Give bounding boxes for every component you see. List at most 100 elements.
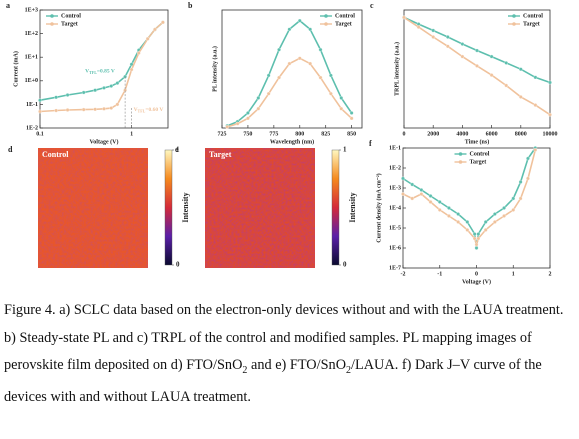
x-tick-label: 2 — [549, 271, 552, 277]
data-point — [548, 112, 552, 117]
data-point — [145, 36, 150, 41]
data-point — [308, 61, 312, 66]
x-tick-label: 800 — [295, 131, 304, 137]
data-point — [518, 180, 523, 184]
colorbar-label: Intensity — [181, 192, 190, 222]
panel-label: c — [370, 1, 374, 10]
data-point — [475, 64, 479, 68]
data-point — [476, 232, 481, 236]
data-point — [287, 27, 292, 32]
data-point — [483, 228, 488, 232]
x-tick-label: 0 — [403, 131, 406, 137]
colorbar — [331, 149, 340, 266]
data-point — [318, 47, 323, 52]
x-tick-label: 825 — [321, 131, 330, 137]
data-point — [256, 106, 261, 111]
x-tick-label: 4000 — [456, 131, 468, 137]
data-point — [153, 27, 157, 32]
data-point — [489, 73, 494, 77]
data-point — [109, 106, 114, 110]
y-tick-label: 1E-2 — [26, 125, 38, 131]
caption-text: /LAUA. f) Dark J–V curve of the devices … — [4, 357, 542, 406]
data-point — [225, 125, 230, 129]
data-point — [431, 28, 436, 33]
x-tick-label: 10000 — [543, 131, 558, 137]
data-point — [318, 75, 323, 80]
map-title: Target — [209, 150, 232, 159]
data-point — [129, 67, 134, 72]
data-point — [38, 98, 42, 103]
x-tick-label: 725 — [218, 131, 227, 137]
y-tick-label: 1E-7 — [389, 265, 401, 271]
y-tick-label: 1E-1 — [389, 145, 401, 151]
data-point — [504, 61, 509, 65]
data-point — [401, 192, 405, 196]
data-point — [54, 108, 58, 113]
colorbar-tick-label: 0 — [343, 261, 347, 269]
data-point — [410, 182, 415, 187]
data-point — [329, 91, 333, 96]
series-line — [226, 57, 353, 128]
legend-label: Target — [523, 21, 540, 27]
data-point — [115, 81, 120, 85]
data-point — [161, 20, 165, 25]
legend-marker — [458, 160, 463, 164]
data-point — [465, 228, 470, 232]
annotation-part: =0.60 V — [145, 107, 163, 113]
legend-label: Control — [470, 151, 490, 157]
data-point — [349, 116, 354, 121]
legend-marker — [512, 22, 516, 26]
x-tick-label: 8000 — [515, 131, 527, 137]
data-point — [410, 196, 415, 201]
data-point — [472, 232, 477, 236]
plot-frame — [221, 9, 363, 129]
figure: a 0.1 1 1E-2 1E-1 1E+0 1E+1 1E+2 1E+3 Voltage (V)… — [6, 1, 558, 286]
data-point — [297, 56, 302, 61]
series-line — [39, 21, 164, 101]
legend-marker — [50, 14, 54, 18]
data-point — [54, 95, 58, 100]
data-point — [287, 61, 292, 66]
data-point — [472, 236, 477, 241]
panel-label: f — [369, 139, 372, 148]
data-point — [518, 196, 523, 201]
x-tick-label: 0.1 — [36, 131, 44, 137]
legend-label: Control — [335, 13, 355, 19]
y-tick-label: 1E+3 — [25, 7, 38, 13]
colorbar-tick-label: 1 — [176, 146, 180, 154]
data-point — [277, 75, 281, 80]
data-point — [511, 208, 516, 212]
data-point — [401, 176, 405, 181]
data-point — [256, 96, 261, 100]
data-point — [266, 91, 271, 96]
plot-frame — [403, 9, 551, 129]
legend-label: Target — [335, 21, 352, 27]
data-point — [266, 73, 271, 78]
x-tick-label: -1 — [437, 271, 442, 277]
y-axis-label: Current density (mA cm⁻²) — [375, 173, 382, 242]
caption: Figure 4. a) SCLC data based on the elec… — [4, 297, 576, 412]
x-tick-label: 6000 — [486, 131, 498, 137]
data-point — [493, 212, 497, 216]
colorbar-label: Intensity — [348, 192, 357, 222]
data-point — [493, 220, 497, 224]
data-point — [474, 242, 479, 247]
annotation-part: TFL — [138, 108, 146, 113]
y-axis-label: PL intensity (a.u.) — [211, 46, 218, 92]
data-point — [428, 194, 433, 198]
map-title: Control — [42, 150, 69, 159]
data-point — [65, 93, 70, 97]
data-point — [246, 111, 250, 115]
y-axis-label: TRPL intensity (a.u.) — [393, 42, 400, 96]
data-point — [102, 106, 106, 111]
annotation-part: V — [85, 69, 89, 75]
legend-label: Control — [61, 13, 81, 19]
x-axis-label: Voltage (V) — [90, 138, 119, 145]
x-axis-label: Time (ns) — [465, 138, 489, 145]
data-point — [445, 35, 450, 39]
data-point — [460, 54, 465, 59]
panel-label: b — [188, 1, 193, 10]
map-texture — [205, 148, 315, 268]
annotation-part: V — [134, 107, 138, 113]
